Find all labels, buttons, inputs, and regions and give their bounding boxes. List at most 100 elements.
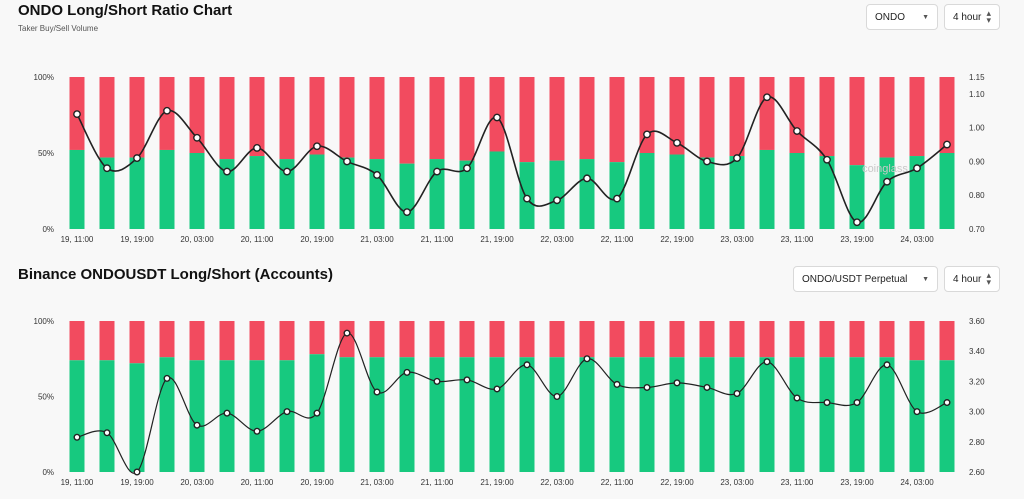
ratio-point[interactable]	[823, 155, 831, 164]
short-bar[interactable]	[669, 321, 685, 358]
ratio-point[interactable]	[733, 389, 741, 397]
ratio-point[interactable]	[553, 392, 561, 400]
short-bar[interactable]	[879, 321, 895, 358]
long-bar[interactable]	[369, 159, 385, 229]
short-bar[interactable]	[699, 321, 715, 358]
long-bar[interactable]	[639, 153, 655, 229]
short-bar[interactable]	[279, 77, 295, 160]
ratio-point[interactable]	[463, 376, 471, 384]
short-bar[interactable]	[339, 321, 355, 358]
short-bar[interactable]	[729, 77, 745, 157]
ratio-point[interactable]	[313, 142, 321, 151]
long-bar[interactable]	[459, 357, 475, 472]
short-bar[interactable]	[579, 321, 595, 358]
short-bar[interactable]	[639, 321, 655, 358]
long-bar[interactable]	[639, 357, 655, 472]
long-bar[interactable]	[609, 357, 625, 472]
ratio-point[interactable]	[73, 433, 81, 441]
ratio-point[interactable]	[193, 421, 201, 429]
short-bar[interactable]	[219, 77, 235, 160]
short-bar[interactable]	[489, 321, 505, 358]
short-bar[interactable]	[849, 321, 865, 358]
long-bar[interactable]	[369, 357, 385, 472]
ratio-point[interactable]	[103, 429, 111, 437]
ratio-point[interactable]	[553, 196, 561, 205]
ratio-point[interactable]	[673, 138, 681, 147]
short-bar[interactable]	[309, 77, 325, 155]
long-bar[interactable]	[489, 151, 505, 229]
long-bar[interactable]	[699, 357, 715, 472]
ratio-point[interactable]	[793, 127, 801, 135]
ratio-point[interactable]	[433, 167, 441, 176]
long-bar[interactable]	[819, 156, 835, 229]
short-bar[interactable]	[939, 77, 955, 153]
ratio-point[interactable]	[493, 113, 501, 122]
long-bar[interactable]	[789, 153, 805, 229]
short-bar[interactable]	[939, 321, 955, 361]
ratio-point[interactable]	[943, 399, 951, 407]
long-bar[interactable]	[789, 357, 805, 472]
ratio-point[interactable]	[763, 93, 771, 102]
ratio-point[interactable]	[523, 361, 531, 369]
ratio-point[interactable]	[493, 385, 501, 393]
long-bar[interactable]	[309, 154, 325, 229]
long-bar[interactable]	[159, 149, 175, 229]
ratio-point[interactable]	[703, 383, 711, 391]
short-bar[interactable]	[819, 321, 835, 358]
short-bar[interactable]	[309, 321, 325, 355]
short-bar[interactable]	[909, 77, 925, 157]
long-bar[interactable]	[69, 360, 85, 472]
long-bar[interactable]	[909, 156, 925, 229]
short-bar[interactable]	[699, 77, 715, 158]
ratio-point[interactable]	[583, 174, 591, 183]
ratio-point[interactable]	[283, 167, 291, 176]
long-bar[interactable]	[519, 357, 535, 472]
long-bar[interactable]	[939, 153, 955, 229]
short-bar[interactable]	[99, 77, 115, 158]
long-bar[interactable]	[669, 357, 685, 472]
ratio-point[interactable]	[73, 110, 81, 119]
long-bar[interactable]	[849, 357, 865, 472]
short-bar[interactable]	[549, 77, 565, 161]
ratio-point[interactable]	[613, 194, 621, 203]
ratio-point[interactable]	[643, 383, 651, 391]
ratio-point[interactable]	[883, 361, 891, 369]
long-bar[interactable]	[909, 360, 925, 472]
long-bar[interactable]	[189, 360, 205, 472]
short-bar[interactable]	[129, 77, 145, 158]
long-bar[interactable]	[399, 163, 415, 229]
short-bar[interactable]	[279, 321, 295, 361]
interval-select[interactable]: 4 hour ▴ ▾	[944, 266, 1000, 292]
long-bar[interactable]	[819, 357, 835, 472]
short-bar[interactable]	[519, 77, 535, 163]
short-bar[interactable]	[789, 77, 805, 153]
short-bar[interactable]	[369, 321, 385, 358]
short-bar[interactable]	[219, 321, 235, 361]
long-bar[interactable]	[759, 357, 775, 472]
short-bar[interactable]	[609, 321, 625, 358]
short-bar[interactable]	[249, 77, 265, 157]
short-bar[interactable]	[459, 77, 475, 161]
short-bar[interactable]	[189, 321, 205, 361]
short-bar[interactable]	[159, 321, 175, 358]
long-bar[interactable]	[249, 360, 265, 472]
ratio-point[interactable]	[583, 355, 591, 363]
long-bar[interactable]	[489, 357, 505, 472]
long-bar[interactable]	[729, 156, 745, 229]
long-bar[interactable]	[579, 357, 595, 472]
ratio-point[interactable]	[343, 157, 351, 166]
pair-select[interactable]: ONDO/USDT Perpetual ▼	[793, 266, 938, 292]
short-bar[interactable]	[789, 321, 805, 358]
short-bar[interactable]	[549, 321, 565, 358]
short-bar[interactable]	[69, 321, 85, 361]
short-bar[interactable]	[429, 321, 445, 358]
ratio-point[interactable]	[133, 468, 141, 476]
long-bar[interactable]	[159, 357, 175, 472]
short-bar[interactable]	[519, 321, 535, 358]
long-bar[interactable]	[219, 159, 235, 229]
long-bar[interactable]	[279, 360, 295, 472]
long-bar[interactable]	[849, 165, 865, 229]
short-bar[interactable]	[669, 77, 685, 155]
ratio-point[interactable]	[883, 177, 891, 186]
ratio-point[interactable]	[313, 409, 321, 417]
